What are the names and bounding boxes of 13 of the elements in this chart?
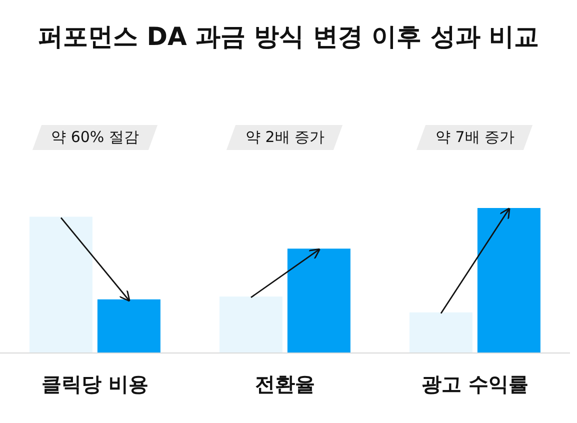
bar bbox=[97, 299, 160, 353]
chart-title: 퍼포먼스 DA 과금 방식 변경 이후 성과 비교 bbox=[36, 21, 540, 53]
x-tick-label: 광고 수익률 bbox=[422, 372, 528, 396]
bar bbox=[29, 216, 92, 353]
bar bbox=[477, 208, 540, 353]
bar bbox=[219, 296, 282, 353]
text: 약 2배 증가 bbox=[245, 128, 325, 146]
x-tick-label: 전환율 bbox=[255, 372, 315, 396]
bar bbox=[409, 312, 472, 353]
text: 약 60% 절감 bbox=[51, 128, 139, 146]
x-tick-label: 클릭당 비용 bbox=[42, 372, 148, 396]
bar bbox=[287, 248, 350, 353]
text: 약 7배 증가 bbox=[435, 128, 515, 146]
